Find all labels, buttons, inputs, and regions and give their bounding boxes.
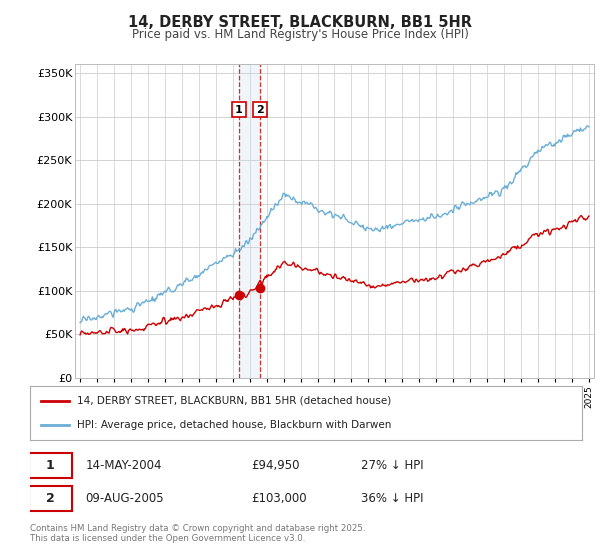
Bar (239, 64, 260, 378)
FancyBboxPatch shape (29, 486, 72, 511)
Text: 2: 2 (46, 492, 55, 505)
Text: 36% ↓ HPI: 36% ↓ HPI (361, 492, 424, 505)
Text: Price paid vs. HM Land Registry's House Price Index (HPI): Price paid vs. HM Land Registry's House … (131, 28, 469, 41)
Text: 2: 2 (256, 105, 264, 115)
Text: £94,950: £94,950 (251, 459, 299, 472)
Text: 1: 1 (235, 105, 243, 115)
Text: 14-MAY-2004: 14-MAY-2004 (85, 459, 162, 472)
Text: £103,000: £103,000 (251, 492, 307, 505)
Text: 27% ↓ HPI: 27% ↓ HPI (361, 459, 424, 472)
Text: 1: 1 (46, 459, 55, 472)
Text: Contains HM Land Registry data © Crown copyright and database right 2025.
This d: Contains HM Land Registry data © Crown c… (30, 524, 365, 543)
FancyBboxPatch shape (29, 453, 72, 478)
Text: 14, DERBY STREET, BLACKBURN, BB1 5HR (detached house): 14, DERBY STREET, BLACKBURN, BB1 5HR (de… (77, 396, 391, 406)
Text: 09-AUG-2005: 09-AUG-2005 (85, 492, 164, 505)
Text: 14, DERBY STREET, BLACKBURN, BB1 5HR: 14, DERBY STREET, BLACKBURN, BB1 5HR (128, 15, 472, 30)
Text: HPI: Average price, detached house, Blackburn with Darwen: HPI: Average price, detached house, Blac… (77, 420, 391, 430)
